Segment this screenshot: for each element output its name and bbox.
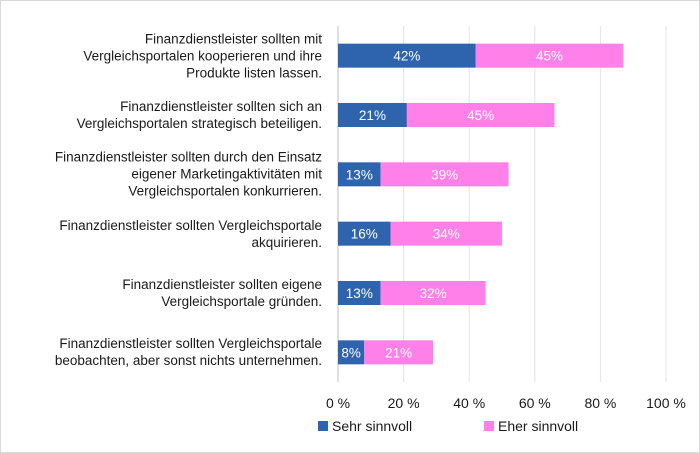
bar-eher [380,162,509,187]
data-label: 42% [393,49,420,64]
x-tick-label: 40 % [453,395,485,411]
data-label: 34% [433,227,460,242]
data-label: 39% [431,167,458,182]
data-label: 16% [351,227,378,242]
data-label: 13% [346,167,373,182]
category-label: Finanzdienstleister sollten eigene Vergle… [122,277,322,309]
category-label: Finanzdienstleister sollten Vergleichspo… [59,217,322,250]
category-label: Finanzdienstleister sollten durch den Ei… [54,149,322,199]
bar-eher [380,281,486,305]
category-label: Finanzdienstleister sollten sich an Vergl… [76,99,322,131]
legend-swatch [484,421,494,431]
bar-sehr [338,162,381,187]
x-tick-label: 20 % [388,395,420,411]
data-label: 32% [420,286,447,301]
bar-eher [406,103,555,127]
bar-sehr [338,340,365,365]
legend-label: Sehr sinnvoll [332,418,412,434]
bar-sehr [338,43,476,68]
data-label: 21% [385,345,412,360]
bar-eher [364,340,434,365]
data-label: 21% [359,108,386,123]
category-label: Finanzdienstleister sollten mit Vergleich… [83,31,322,81]
bar-sehr [338,281,381,305]
legend-label: Eher sinnvoll [498,418,578,434]
x-tick-label: 60 % [519,395,551,411]
data-label: 45% [536,49,563,64]
data-label: 8% [341,345,361,360]
bar-sehr [338,221,391,246]
category-label: Finanzdienstleister sollten Vergleichspo… [54,336,322,369]
x-tick-label: 100 % [646,395,686,411]
bar-eher [475,43,624,68]
x-tick-label: 0 % [326,395,350,411]
data-label: 45% [467,108,494,123]
data-label: 13% [346,286,373,301]
legend-swatch [318,421,328,431]
x-tick-label: 80 % [584,395,616,411]
bar-eher [390,221,502,246]
bar-sehr [338,103,407,127]
